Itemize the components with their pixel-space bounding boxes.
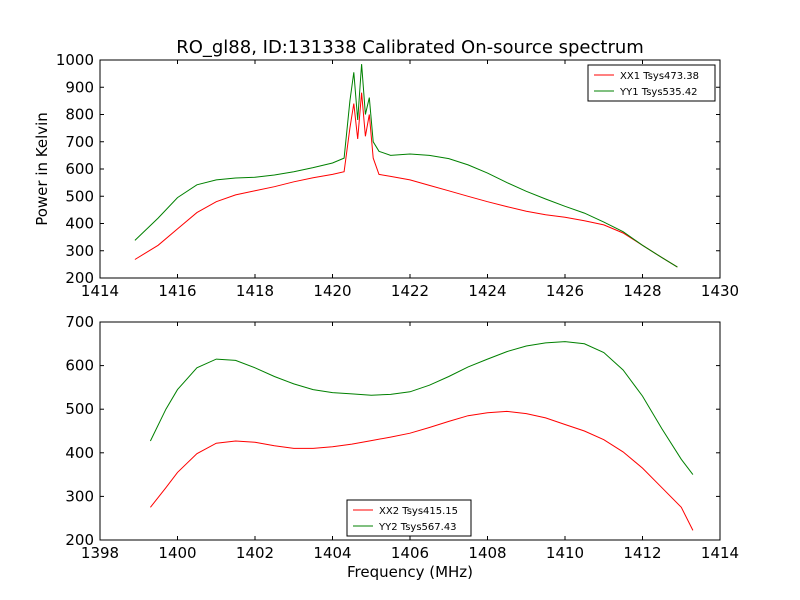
- x-axis-label-2: Frequency (MHz): [347, 563, 473, 581]
- x-tick-label-1-8: 1430: [701, 282, 739, 300]
- y-tick-label-1-6: 800: [65, 106, 94, 124]
- series-line-2-2: [149, 341, 694, 475]
- x-tick-label-1-7: 1428: [623, 282, 661, 300]
- series-line-2-1: [150, 410, 694, 531]
- x-tick-label-1-1: 1416: [158, 282, 196, 300]
- legend-label-1-1: XX1 Tsys473.38: [620, 71, 699, 82]
- x-tick-label-1-6: 1426: [546, 282, 584, 300]
- y-tick-label-2-1: 300: [65, 487, 94, 505]
- y-tick-label-1-1: 300: [65, 242, 94, 260]
- y-tick-label-1-2: 400: [65, 215, 94, 233]
- x-tick-label-1-0: 1414: [81, 282, 119, 300]
- x-tick-label-2-4: 1406: [391, 544, 429, 562]
- y-tick-label-2-5: 700: [65, 313, 94, 331]
- x-tick-label-1-4: 1422: [391, 282, 429, 300]
- y-tick-label-1-3: 500: [65, 187, 94, 205]
- x-tick-label-2-0: 1398: [81, 544, 119, 562]
- y-tick-label-1-8: 1000: [56, 51, 94, 69]
- x-tick-label-2-8: 1414: [701, 544, 739, 562]
- y-tick-label-2-4: 600: [65, 357, 94, 375]
- y-tick-label-2-2: 400: [65, 444, 94, 462]
- legend-2: XX2 Tsys415.15 YY2 Tsys567.43: [346, 499, 472, 537]
- x-tick-label-2-5: 1408: [468, 544, 506, 562]
- legend-box-2: [346, 499, 472, 537]
- chart-1: 1414 1416 1418 1420 1422 1424 1426 1428 1430 200 3…: [33, 51, 739, 300]
- series-line-1-2: [134, 64, 678, 268]
- x-tick-label-1-3: 1420: [313, 282, 351, 300]
- y-tick-label-2-0: 200: [65, 531, 94, 549]
- x-tick-label-2-6: 1410: [546, 544, 584, 562]
- y-tick-label-1-7: 900: [65, 78, 94, 96]
- plots-group: 1414 1416 1418 1420 1422 1424 1426 1428 1430 200 3…: [33, 51, 739, 581]
- legend-label-2-2: YY2 Tsys567.43: [378, 522, 457, 533]
- y-tick-label-1-4: 600: [65, 160, 94, 178]
- legend-1: XX1 Tsys473.38 YY1 Tsys535.42: [587, 64, 716, 102]
- legend-label-1-2: YY1 Tsys535.42: [619, 87, 698, 98]
- legend-box-1: [587, 64, 716, 102]
- y-tick-label-2-3: 500: [65, 400, 94, 418]
- figure-title: RO_gl88, ID:131338 Calibrated On-source …: [176, 37, 644, 58]
- y-axis-label-1: Power in Kelvin: [33, 112, 51, 226]
- x-tick-label-1-2: 1418: [236, 282, 274, 300]
- x-tick-label-1-5: 1424: [468, 282, 506, 300]
- y-tick-label-1-0: 200: [65, 269, 94, 287]
- x-tick-label-2-2: 1402: [236, 544, 274, 562]
- series-line-1-1: [134, 92, 678, 268]
- x-tick-label-2-3: 1404: [313, 544, 351, 562]
- y-tick-label-1-5: 700: [65, 133, 94, 151]
- chart-2: 1398 1400 1402 1404 1406 1408 1410 1412 1414 200 3…: [65, 313, 739, 581]
- x-tick-label-2-1: 1400: [158, 544, 196, 562]
- legend-label-2-1: XX2 Tsys415.15: [379, 506, 458, 517]
- x-tick-label-2-7: 1412: [623, 544, 661, 562]
